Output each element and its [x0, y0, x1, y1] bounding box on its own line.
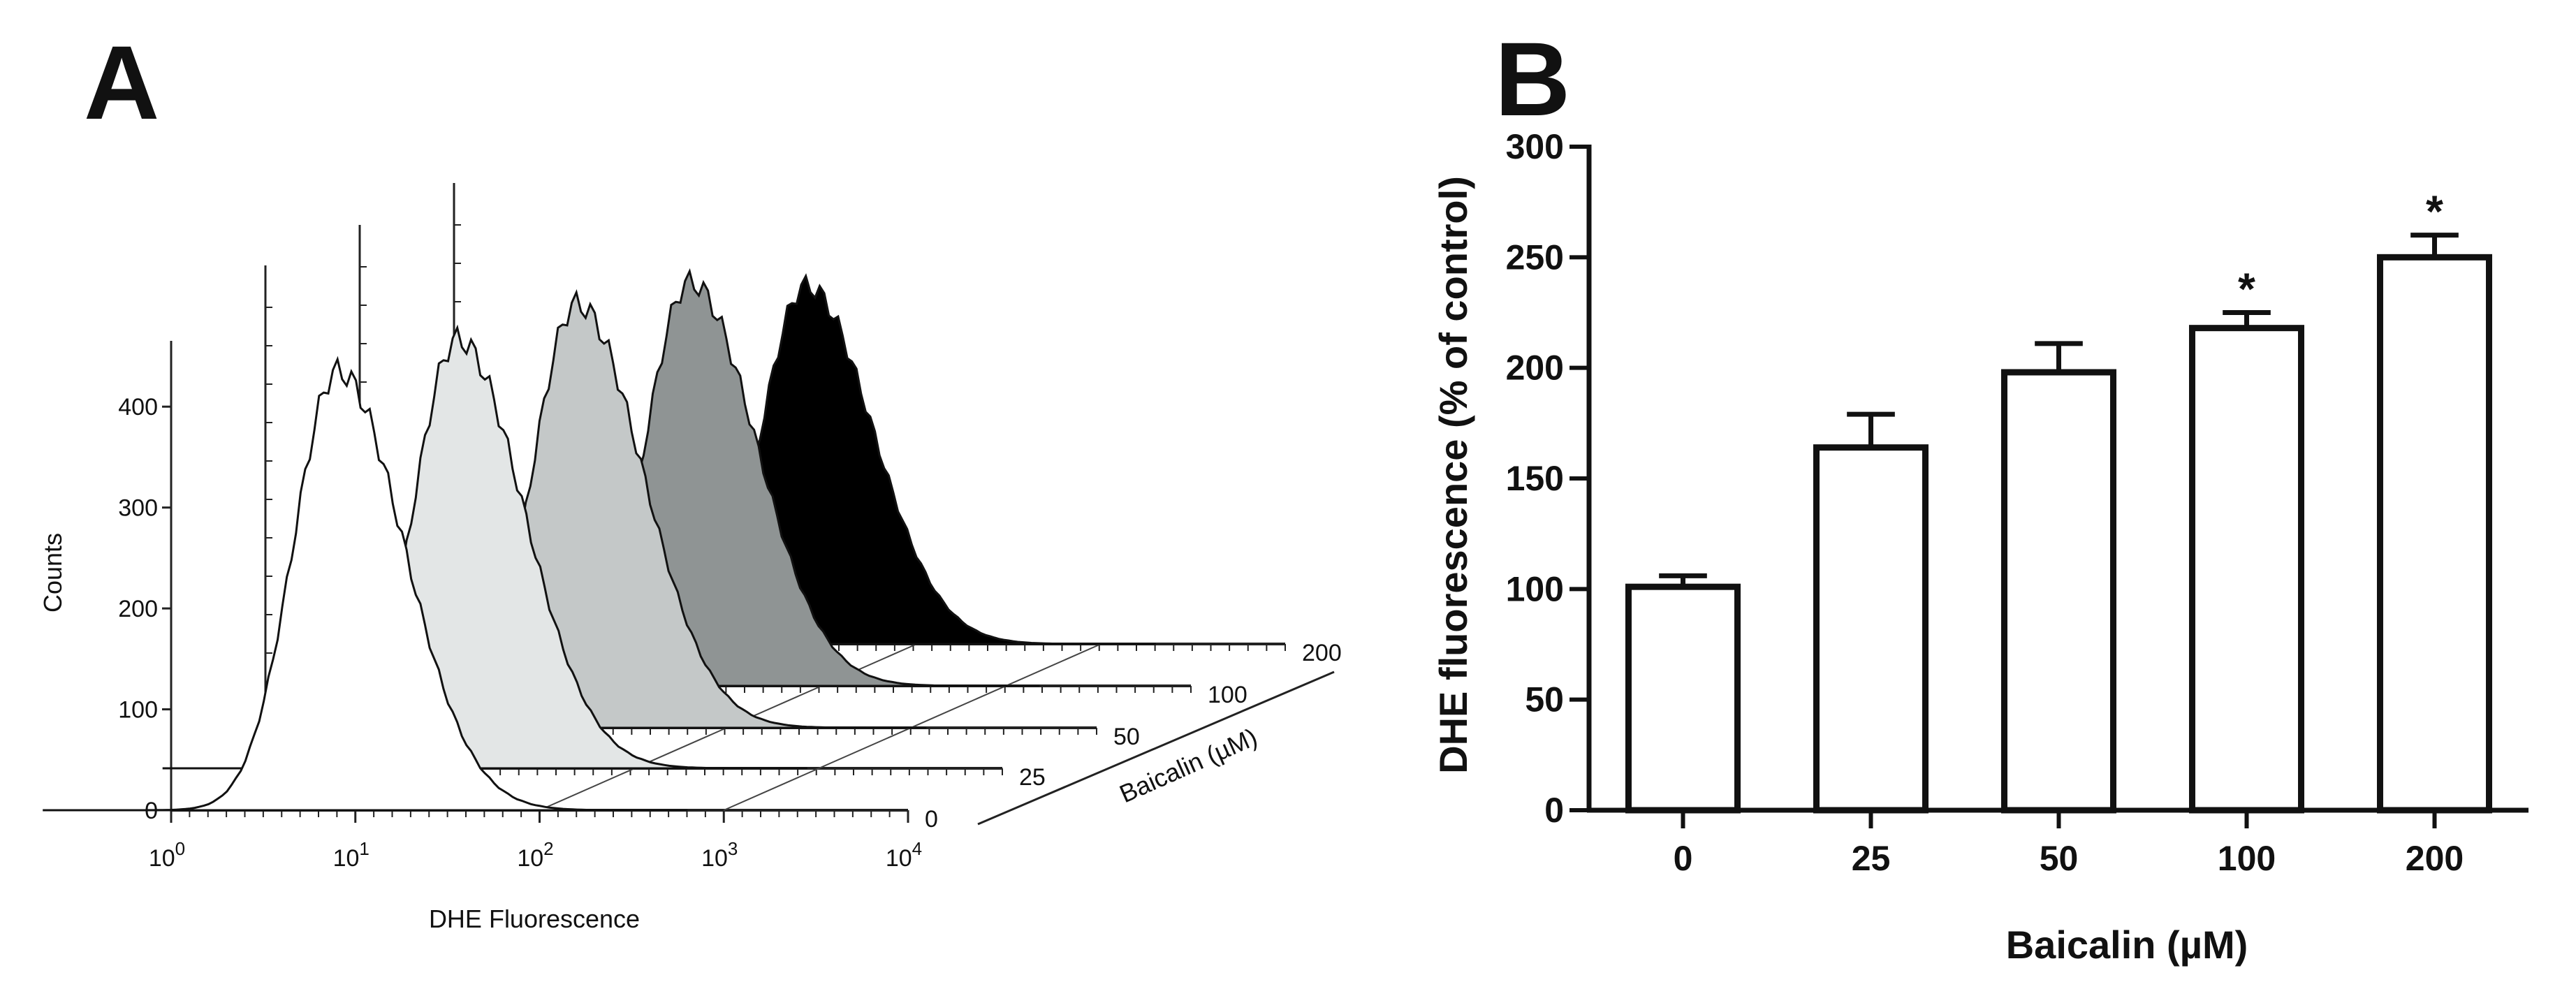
panel-a-ylabel: Counts: [38, 533, 67, 613]
flow-series-label: 200: [1302, 640, 1342, 666]
bar-y-tick-label: 100: [1506, 569, 1564, 608]
bar-significance-marker: *: [2238, 264, 2255, 314]
bar-axes: 0 50 100 150 200 250 300 0 25 50 100 200: [1506, 127, 2529, 878]
bar-y-tick-label: 50: [1525, 680, 1564, 719]
panel-a-xlabel: DHE Fluorescence: [429, 905, 640, 933]
bar: [2188, 325, 2305, 814]
bar: [2000, 369, 2117, 814]
flow-x-tick-label: 101: [333, 838, 369, 872]
bar-y-tick-label: 300: [1506, 127, 1564, 166]
bar-significance-marker: *: [2426, 186, 2443, 237]
panel-b-xlabel: Baicalin (µM): [2006, 923, 2248, 967]
flow-x-tick-label: 100: [149, 838, 185, 872]
panel-a-letter: A: [84, 24, 159, 141]
flow-x-tick-label: 102: [517, 838, 553, 872]
bar-y-tick-label: 200: [1506, 349, 1564, 388]
flow-y-tick-label: 300: [118, 495, 158, 522]
bar-x-tick-label: 200: [2406, 839, 2464, 878]
bar-y-tick-label: 0: [1544, 791, 1564, 830]
bar-y-tick-label: 150: [1506, 459, 1564, 498]
flow-series-label: 50: [1113, 724, 1140, 750]
bar-x-tick-label: 0: [1674, 839, 1693, 878]
bar: [1625, 583, 1741, 814]
bar: [2376, 254, 2493, 814]
flow-series-label: 100: [1208, 682, 1247, 708]
flow-y-tick-label: 100: [118, 697, 158, 724]
bar-x-tick-label: 25: [1852, 839, 1891, 878]
flow-y-tick-label: 200: [118, 596, 158, 622]
flow-histogram-0: [43, 356, 688, 812]
flow-series-label: 25: [1019, 764, 1046, 791]
flow-series-label: 0: [925, 806, 938, 833]
flow-depth-axis-line: [977, 671, 1335, 826]
flow-x-tick-label: 104: [886, 838, 922, 872]
panel-a-flow-histogram: A 01002003004000255010020010010110210310…: [38, 24, 1342, 933]
flow-y-tick-label: 400: [118, 394, 158, 420]
panel-b-letter: B: [1495, 20, 1570, 138]
panel-b-ylabel: DHE fluorescence (% of control): [1431, 176, 1475, 774]
bar-x-tick-label: 100: [2218, 839, 2276, 878]
flow-x-tick-label: 103: [701, 838, 738, 872]
flow-histograms: [43, 268, 1156, 812]
bar: [1813, 444, 1929, 814]
bar-x-tick-label: 50: [2040, 839, 2079, 878]
bar-y-tick-label: 250: [1506, 237, 1564, 277]
bars: **: [1625, 186, 2493, 814]
